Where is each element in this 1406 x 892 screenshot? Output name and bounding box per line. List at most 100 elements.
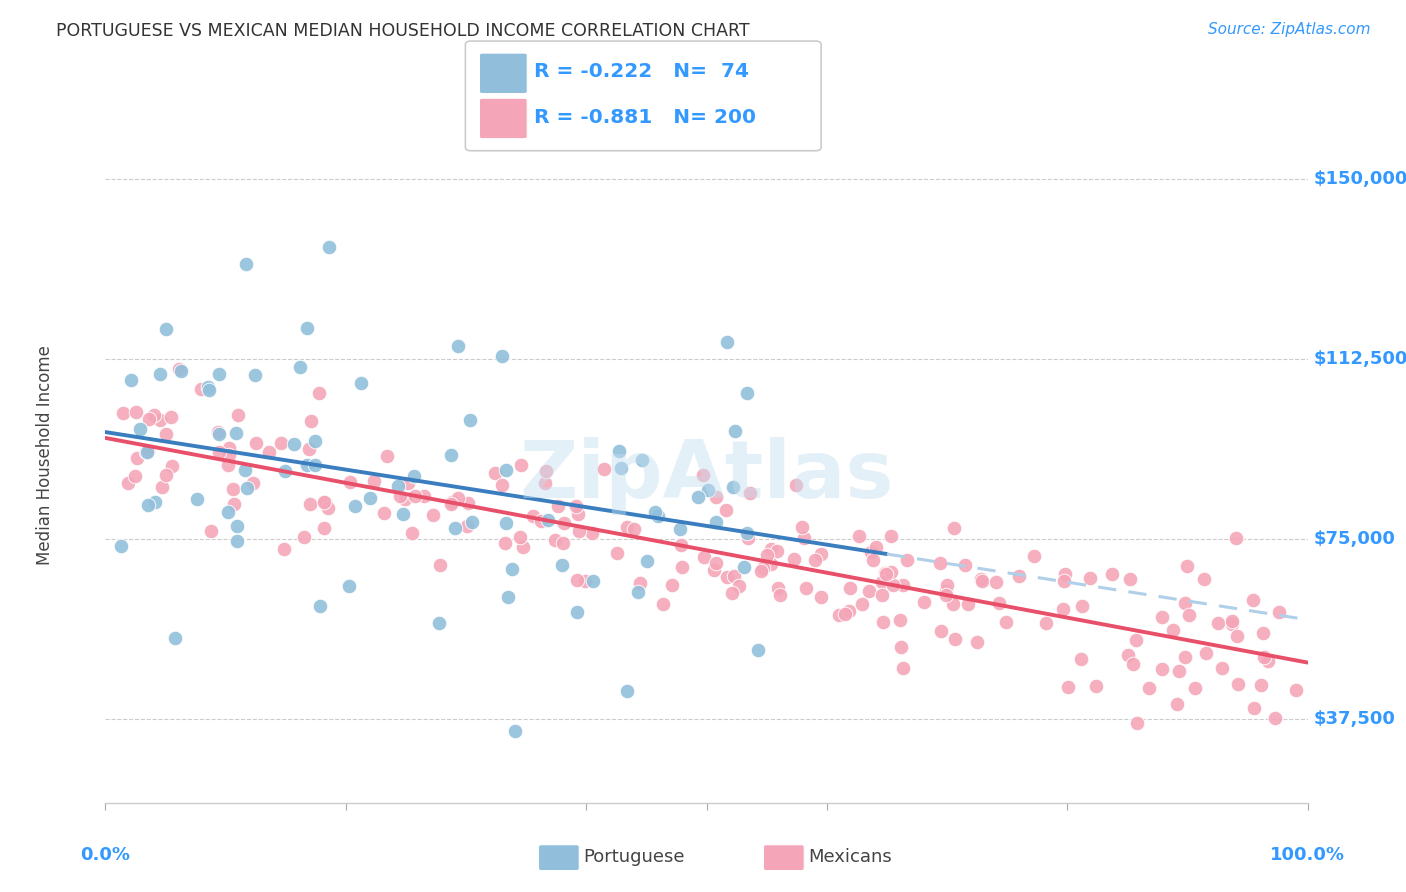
Point xyxy=(274,464,297,478)
Point xyxy=(565,605,588,619)
Point xyxy=(716,334,738,349)
Point xyxy=(848,529,870,543)
Point xyxy=(440,448,463,462)
Point xyxy=(553,536,575,550)
Point xyxy=(692,468,714,483)
Point xyxy=(160,458,183,473)
Point xyxy=(970,572,993,586)
Point xyxy=(752,560,775,574)
Point xyxy=(149,413,172,427)
Point xyxy=(747,642,769,657)
Point xyxy=(150,480,173,494)
Point xyxy=(413,489,436,503)
Point xyxy=(616,520,638,534)
Point xyxy=(872,615,894,629)
Point xyxy=(224,425,246,440)
Point xyxy=(208,426,231,441)
Point xyxy=(766,581,789,595)
Point xyxy=(510,458,533,472)
Point xyxy=(396,476,419,491)
Text: 100.0%: 100.0% xyxy=(1270,846,1346,864)
Point xyxy=(936,578,959,592)
Point xyxy=(155,426,177,441)
Point xyxy=(1022,549,1045,564)
Point xyxy=(312,495,335,509)
Point xyxy=(112,405,135,419)
Point xyxy=(127,450,149,465)
Point xyxy=(501,562,523,576)
Point xyxy=(308,599,330,613)
Point xyxy=(882,578,904,592)
Point xyxy=(337,579,360,593)
Point xyxy=(875,566,897,580)
Point xyxy=(943,632,966,647)
Point xyxy=(567,507,589,521)
Point xyxy=(512,540,534,554)
Point xyxy=(1053,574,1076,588)
Point xyxy=(359,491,381,505)
Point xyxy=(766,544,789,558)
Point xyxy=(891,578,914,592)
Point xyxy=(688,491,710,505)
Point xyxy=(696,483,718,498)
Point xyxy=(1052,602,1074,616)
Point xyxy=(226,533,249,548)
Point xyxy=(257,445,280,459)
Point xyxy=(723,569,745,583)
Point xyxy=(631,453,654,467)
Point xyxy=(1078,571,1101,585)
Point xyxy=(785,478,807,492)
Text: $37,500: $37,500 xyxy=(1313,710,1396,728)
Point xyxy=(1243,701,1265,715)
Point xyxy=(394,492,416,507)
Point xyxy=(299,414,322,428)
Point xyxy=(375,449,398,463)
Text: $112,500: $112,500 xyxy=(1313,350,1406,368)
Point xyxy=(1168,665,1191,679)
Point xyxy=(242,475,264,490)
Point xyxy=(316,501,339,516)
Point xyxy=(536,513,558,527)
Point xyxy=(494,535,516,549)
Point xyxy=(295,321,318,335)
Point xyxy=(735,385,758,400)
Point xyxy=(942,597,965,611)
Point xyxy=(565,573,588,587)
Point xyxy=(117,476,139,491)
Point xyxy=(544,533,567,548)
Point xyxy=(953,558,976,572)
Point xyxy=(828,608,851,623)
Point xyxy=(627,584,650,599)
Point xyxy=(609,461,631,475)
Point xyxy=(749,564,772,578)
Point xyxy=(225,519,247,533)
Point xyxy=(723,480,745,494)
Point xyxy=(1184,681,1206,696)
Point xyxy=(735,526,758,541)
Point xyxy=(125,405,148,419)
Point xyxy=(792,520,814,534)
Point xyxy=(288,359,311,374)
Point xyxy=(1206,616,1229,631)
Point xyxy=(484,466,506,480)
Point xyxy=(142,408,165,422)
Point xyxy=(1056,680,1078,694)
Point xyxy=(190,382,212,396)
Point xyxy=(928,556,950,570)
Point xyxy=(1053,567,1076,582)
Point xyxy=(387,479,409,493)
Point xyxy=(890,640,912,654)
Point xyxy=(636,554,658,568)
Point xyxy=(803,553,825,567)
Point xyxy=(401,526,423,541)
Point xyxy=(197,380,219,394)
Point xyxy=(582,574,605,588)
Point xyxy=(859,545,882,559)
Point xyxy=(737,531,759,545)
Point xyxy=(1220,616,1243,631)
Point xyxy=(440,497,463,511)
Point xyxy=(402,468,425,483)
Point xyxy=(304,458,326,473)
Point xyxy=(373,507,395,521)
Text: Portuguese: Portuguese xyxy=(583,848,685,866)
